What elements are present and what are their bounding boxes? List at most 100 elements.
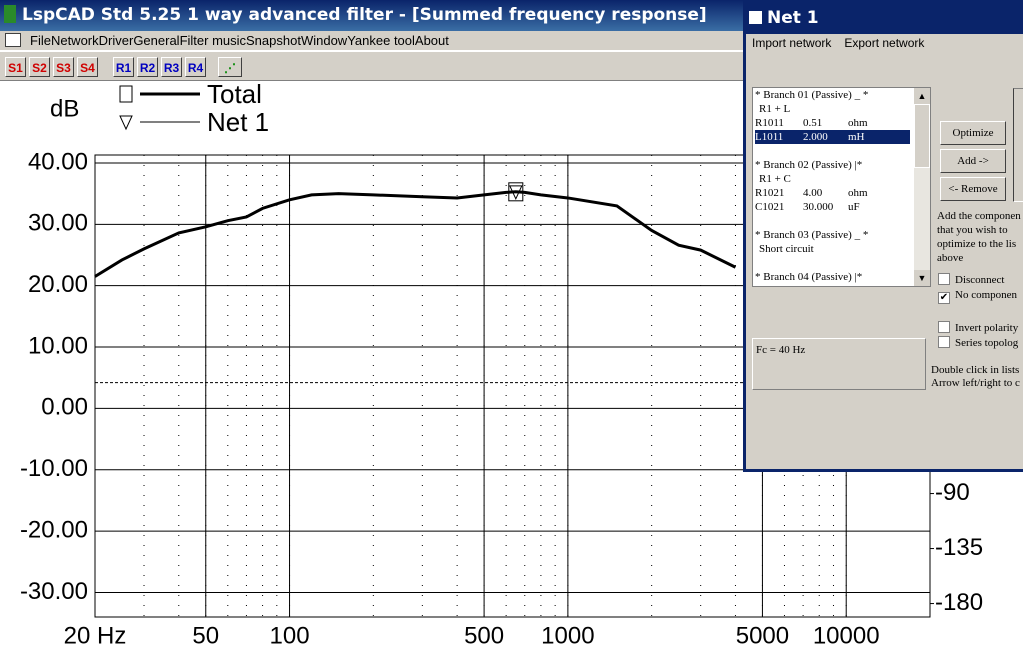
y-tick-label: 40.00 [28,148,88,175]
list-row[interactable]: L1011 2.000 mH [755,130,910,144]
response-button[interactable]: R2 [137,57,158,77]
help-line: that you wish to [937,224,1008,236]
list-cell: ohm [848,117,868,129]
checkbox[interactable]: ✔ No componen [938,289,1017,304]
curve [94,190,737,278]
checkbox-box[interactable] [938,273,950,285]
x-tick-label: 5000 [736,622,789,649]
list-row[interactable]: * Branch 03 (Passive) _ * [755,228,910,242]
hint-line: Double click in lists [931,364,1020,376]
checkbox-label: Invert polarity [955,322,1019,334]
side-panel [1013,88,1023,202]
list-cell: 4.00 [803,187,823,199]
response-button[interactable]: R3 [161,57,182,77]
help-text: Add the componen that you wish to optimize… [937,209,1021,265]
list-row[interactable]: * Branch 04 (Passive) |* [755,270,910,284]
list-row[interactable]: C1021 30.000 uF [755,200,910,214]
section-button[interactable]: S3 [53,57,74,77]
menu-item[interactable]: Yankee tool [347,33,415,48]
net-dialog: Net 1 Import network Export network ▲ ▼ *… [743,0,1023,472]
response-button[interactable]: R4 [185,57,206,77]
list-row[interactable]: R1 + L [755,102,910,116]
section-button[interactable]: S1 [5,57,26,77]
section-button[interactable]: S4 [77,57,98,77]
legend-label: Net 1 [207,107,269,137]
menu-item[interactable]: Filter music [179,33,247,48]
list-cell: mH [848,131,865,143]
status-text: Fc = 40 Hz [756,344,806,356]
sweep-button[interactable]: ⋰ [218,57,242,77]
checkbox-box[interactable] [938,321,950,333]
help-line: optimize to the lis [937,238,1017,250]
dialog-menu-item[interactable]: Import network [752,36,832,50]
dialog-button[interactable]: <- Remove [940,177,1006,201]
x-tick-label: 100 [270,622,310,649]
checkbox-label: Disconnect [955,274,1005,286]
hint-line: Arrow left/right to c [931,377,1020,389]
list-row[interactable]: R1021 4.00 ohm [755,186,910,200]
list-cell: * Branch 01 (Passive) _ * [755,89,869,101]
scrollbar[interactable]: ▲ ▼ [914,88,930,286]
branch-list[interactable]: ▲ ▼ * Branch 01 (Passive) _ * R1 + L R1011… [752,87,931,287]
dialog-button[interactable]: Add -> [940,149,1006,173]
list-row[interactable]: * Branch 02 (Passive) |* [755,158,910,172]
checkbox[interactable]: Invert polarity [938,321,1018,335]
menu-item[interactable]: Network [50,33,99,48]
list-cell: R1 + C [759,173,791,185]
help-line: above [937,252,964,264]
list-row[interactable]: Short circuit [755,242,910,256]
x-tick-label: 20 Hz [64,622,127,649]
y-tick-label: -20.00 [20,516,88,543]
checkbox-box[interactable]: ✔ [938,292,950,304]
system-menu-icon[interactable] [5,33,21,47]
x-tick-label: 10000 [813,622,880,649]
dialog-menu-item[interactable]: Export network [844,36,925,50]
menu-item[interactable]: Snapshot [246,33,301,48]
list-cell: C1021 [755,201,785,213]
checkbox-box[interactable] [938,336,950,348]
checkbox-label: No componen [955,289,1018,301]
help-line: Add the componen [937,210,1021,222]
x-tick-label: 50 [192,622,219,649]
section-button[interactable]: S2 [29,57,50,77]
list-row[interactable]: R1011 0.51 ohm [755,116,910,130]
legend-marker [119,115,133,131]
x-tick-label: 500 [464,622,504,649]
menu-item[interactable]: About [414,33,449,48]
list-cell: ohm [848,187,868,199]
list-cell: Short circuit [759,243,814,255]
list-cell: R1011 [755,117,784,129]
list-cell: 30.000 [803,201,834,213]
menu-item[interactable]: File [30,33,51,48]
dialog-title: Net 1 [749,4,819,32]
status-box: Fc = 40 Hz [752,338,926,390]
menu-item[interactable]: Window [300,33,348,48]
y2-tick-label: -90 [935,479,970,506]
list-row[interactable]: R1 + C [755,172,910,186]
response-button[interactable]: R1 [113,57,134,77]
dialog-button[interactable]: Optimize [940,121,1006,145]
list-cell: * Branch 03 (Passive) _ * [755,229,869,241]
app-icon [4,5,16,23]
dialog-title-text: Net 1 [767,8,819,28]
list-cell: L1011 [755,131,784,143]
y2-tick-label: -135 [935,534,983,561]
list-cell: 0.51 [803,117,823,129]
list-cell: R1 + L [759,103,791,115]
list-row[interactable]: * Branch 01 (Passive) _ * [755,88,910,102]
window-title: LspCAD Std 5.25 1 way advanced filter - … [22,5,707,25]
y-axis-label: dB [50,95,79,122]
y-tick-label: -30.00 [20,578,88,605]
y-tick-label: 0.00 [41,394,88,421]
list-cell: * Branch 04 (Passive) |* [755,271,863,283]
y-tick-label: 10.00 [28,332,88,359]
y2-tick-label: -180 [935,589,983,616]
checkbox[interactable]: Series topolog [938,336,1018,350]
menu-item[interactable]: Driver [98,33,134,48]
cursor-box [508,182,524,202]
x-tick-label: 1000 [541,622,594,649]
checkbox[interactable]: Disconnect [938,273,1004,287]
marker [509,185,523,201]
menu-item[interactable]: General [133,33,180,48]
